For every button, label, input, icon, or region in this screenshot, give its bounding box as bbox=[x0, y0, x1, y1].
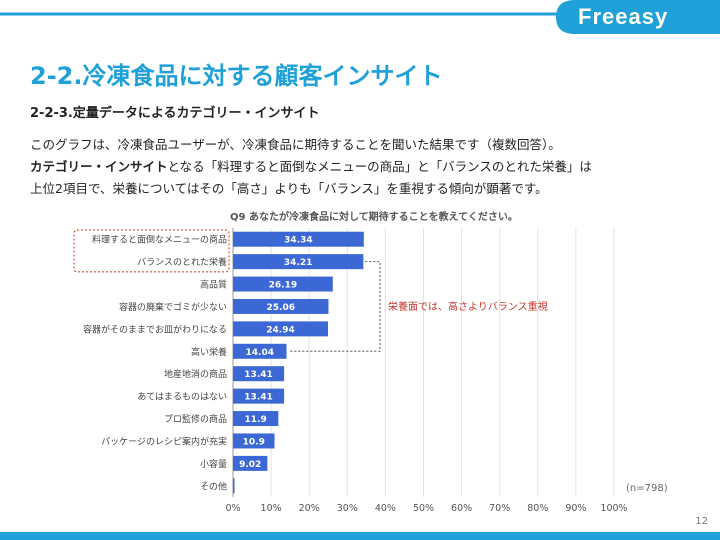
description-line-3: 上位2項目で、栄養についてはその「高さ」よりも「バランス」を重視する傾向が顕著で… bbox=[30, 181, 548, 196]
page-title: 2-2.冷凍食品に対する顧客インサイト bbox=[30, 62, 443, 90]
x-tick-label: 60% bbox=[451, 503, 472, 514]
logo: Freeasy bbox=[578, 4, 669, 29]
bar-value-label: 25.06 bbox=[267, 303, 295, 313]
category-label: 小容量 bbox=[200, 458, 227, 470]
bar-value-label: 26.19 bbox=[269, 281, 297, 291]
header-bar bbox=[0, 0, 720, 34]
sample-size: (n=798) bbox=[626, 483, 668, 494]
bar bbox=[233, 455, 268, 471]
callout-annotation: 栄養面では、高さよりバランス重視 bbox=[388, 302, 548, 313]
bar bbox=[233, 343, 287, 359]
category-label: パッケージのレシピ案内が充実 bbox=[101, 435, 227, 447]
bar bbox=[233, 231, 364, 247]
x-tick-label: 20% bbox=[299, 503, 320, 514]
description-line-2: カテゴリー・インサイトとなる「料理すると面倒なメニューの商品」と「バランスのとれ… bbox=[30, 156, 592, 178]
bar bbox=[233, 298, 329, 314]
category-label: 高い栄養 bbox=[191, 346, 227, 358]
bar bbox=[233, 366, 285, 382]
x-tick-label: 80% bbox=[527, 503, 548, 514]
bar bbox=[233, 388, 285, 404]
description-emphasis: カテゴリー・インサイト bbox=[30, 159, 168, 174]
x-tick-label: 90% bbox=[565, 503, 586, 514]
x-tick-label: 30% bbox=[337, 503, 358, 514]
footer-bar bbox=[0, 532, 720, 540]
category-label: あてはまるものはない bbox=[137, 392, 227, 403]
bar-value-label: 34.34 bbox=[284, 236, 312, 246]
bar bbox=[233, 276, 333, 292]
category-label: 容器がそのままでお皿がわりになる bbox=[83, 323, 227, 335]
category-label: その他 bbox=[200, 480, 227, 492]
bar-value-label: 24.94 bbox=[266, 325, 294, 335]
x-tick-label: 40% bbox=[375, 503, 396, 514]
bar-value-label: 13.41 bbox=[244, 393, 272, 403]
category-label: 容器の廃棄でゴミが少ない bbox=[119, 301, 227, 313]
bar bbox=[233, 433, 275, 449]
x-tick-label: 100% bbox=[600, 503, 627, 514]
bar bbox=[233, 254, 364, 270]
category-label: プロ監修の商品 bbox=[164, 413, 227, 425]
x-tick-label: 70% bbox=[489, 503, 510, 514]
x-tick-label: 0% bbox=[225, 503, 240, 514]
description-line-1: このグラフは、冷凍食品ユーザーが、冷凍食品に期待することを聞いた結果です（複数回… bbox=[30, 137, 561, 152]
bar bbox=[233, 321, 329, 337]
highlight-box bbox=[73, 229, 230, 273]
section-subtitle: 2-2-3.定量データによるカテゴリー・インサイト bbox=[30, 106, 320, 121]
bar-value-label: 34.21 bbox=[284, 258, 312, 268]
category-label: バランスのとれた栄養 bbox=[137, 256, 227, 268]
category-label: 高品質 bbox=[200, 279, 227, 291]
bar-value-label: 14.04 bbox=[246, 348, 274, 358]
bar-value-label: 10.9 bbox=[243, 437, 265, 447]
page-number: 12 bbox=[695, 516, 708, 527]
bar bbox=[233, 411, 279, 427]
bar-value-label: 11.9 bbox=[245, 415, 267, 425]
x-tick-label: 10% bbox=[261, 503, 282, 514]
category-label: 地産地消の商品 bbox=[164, 368, 227, 380]
x-tick-label: 50% bbox=[413, 503, 434, 514]
category-label: 料理すると面倒なメニューの商品 bbox=[92, 234, 227, 246]
chart-title: Q9 あなたが冷凍食品に対して期待することを教えてください。 bbox=[230, 212, 518, 223]
bar-value-label: 13.41 bbox=[244, 370, 272, 380]
description: このグラフは、冷凍食品ユーザーが、冷凍食品に期待することを聞いた結果です（複数回… bbox=[30, 134, 592, 200]
bar-value-label: 9.02 bbox=[239, 460, 261, 470]
description-line-2-rest: となる「料理すると面倒なメニューの商品」と「バランスのとれた栄養」は bbox=[167, 159, 592, 174]
bar bbox=[233, 478, 235, 494]
